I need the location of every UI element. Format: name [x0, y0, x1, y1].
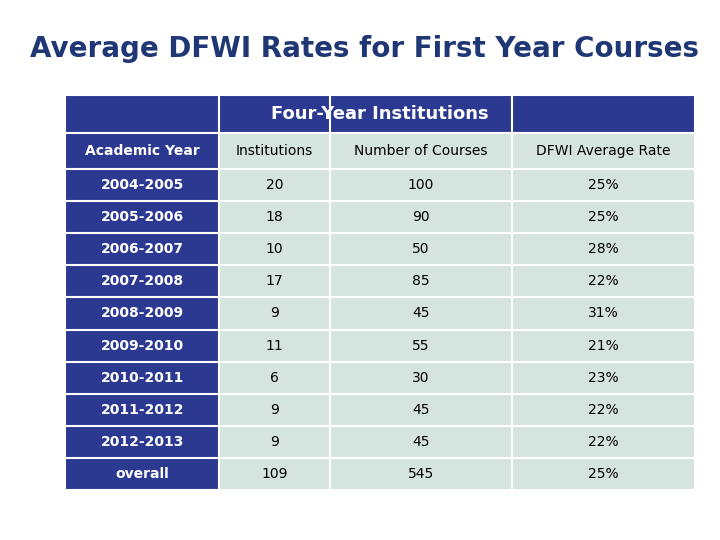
- Bar: [330, 458, 513, 490]
- Text: Academic Year: Academic Year: [85, 144, 199, 158]
- Text: 18: 18: [266, 210, 284, 224]
- Bar: [513, 394, 695, 426]
- Text: Number of Courses: Number of Courses: [354, 144, 487, 158]
- Text: 2011-2012: 2011-2012: [100, 403, 184, 417]
- Text: Four-Year Institutions: Four-Year Institutions: [271, 105, 489, 123]
- Bar: [220, 169, 330, 201]
- Text: 9: 9: [270, 403, 279, 417]
- Bar: [513, 458, 695, 490]
- Bar: [513, 298, 695, 329]
- Text: 2004-2005: 2004-2005: [101, 178, 184, 192]
- Bar: [330, 426, 513, 458]
- Bar: [65, 169, 220, 201]
- Bar: [220, 298, 330, 329]
- Bar: [65, 394, 220, 426]
- Bar: [220, 201, 330, 233]
- Text: overall: overall: [115, 467, 169, 481]
- Bar: [220, 265, 330, 298]
- Bar: [330, 265, 513, 298]
- Bar: [330, 169, 513, 201]
- Text: 2009-2010: 2009-2010: [101, 339, 184, 353]
- Bar: [65, 265, 220, 298]
- Bar: [220, 394, 330, 426]
- Text: 109: 109: [261, 467, 288, 481]
- Bar: [220, 362, 330, 394]
- Text: DFWI Average Rate: DFWI Average Rate: [536, 144, 671, 158]
- Text: 9: 9: [270, 306, 279, 320]
- Bar: [65, 95, 695, 133]
- Text: 2006-2007: 2006-2007: [101, 242, 184, 256]
- Bar: [65, 298, 220, 329]
- Bar: [513, 265, 695, 298]
- Bar: [513, 329, 695, 362]
- Bar: [513, 362, 695, 394]
- Text: 20: 20: [266, 178, 283, 192]
- Bar: [65, 362, 220, 394]
- Bar: [513, 426, 695, 458]
- Bar: [65, 201, 220, 233]
- Text: 22%: 22%: [588, 403, 619, 417]
- Text: 45: 45: [413, 403, 430, 417]
- Text: 25%: 25%: [588, 210, 619, 224]
- Bar: [220, 133, 330, 169]
- Text: 2005-2006: 2005-2006: [101, 210, 184, 224]
- Text: 17: 17: [266, 274, 283, 288]
- Text: 9: 9: [270, 435, 279, 449]
- Bar: [65, 133, 220, 169]
- Text: 25%: 25%: [588, 178, 619, 192]
- Bar: [513, 133, 695, 169]
- Text: 30: 30: [413, 370, 430, 384]
- Bar: [220, 426, 330, 458]
- Text: Average DFWI Rates for First Year Courses: Average DFWI Rates for First Year Course…: [30, 35, 699, 63]
- Text: 25%: 25%: [588, 467, 619, 481]
- Text: 22%: 22%: [588, 274, 619, 288]
- Bar: [220, 329, 330, 362]
- Text: 23%: 23%: [588, 370, 619, 384]
- Bar: [65, 458, 220, 490]
- Text: 545: 545: [408, 467, 434, 481]
- Text: 6: 6: [270, 370, 279, 384]
- Bar: [330, 233, 513, 265]
- Bar: [513, 169, 695, 201]
- Text: 100: 100: [408, 178, 434, 192]
- Text: 22%: 22%: [588, 435, 619, 449]
- Bar: [330, 394, 513, 426]
- Bar: [330, 329, 513, 362]
- Bar: [513, 201, 695, 233]
- Text: 2012-2013: 2012-2013: [101, 435, 184, 449]
- Bar: [65, 233, 220, 265]
- Bar: [220, 458, 330, 490]
- Bar: [330, 201, 513, 233]
- Text: 31%: 31%: [588, 306, 619, 320]
- Bar: [65, 426, 220, 458]
- Text: 2007-2008: 2007-2008: [101, 274, 184, 288]
- Text: 50: 50: [413, 242, 430, 256]
- Text: 55: 55: [413, 339, 430, 353]
- Bar: [220, 233, 330, 265]
- Text: 10: 10: [266, 242, 283, 256]
- Text: 90: 90: [412, 210, 430, 224]
- Text: 2010-2011: 2010-2011: [101, 370, 184, 384]
- Bar: [65, 329, 220, 362]
- Text: 45: 45: [413, 435, 430, 449]
- Bar: [330, 362, 513, 394]
- Bar: [330, 298, 513, 329]
- Text: 21%: 21%: [588, 339, 619, 353]
- Text: 11: 11: [266, 339, 284, 353]
- Bar: [330, 133, 513, 169]
- Text: Institutions: Institutions: [236, 144, 313, 158]
- Bar: [513, 233, 695, 265]
- Text: 85: 85: [412, 274, 430, 288]
- Text: 28%: 28%: [588, 242, 619, 256]
- Text: 2008-2009: 2008-2009: [101, 306, 184, 320]
- Text: 45: 45: [413, 306, 430, 320]
